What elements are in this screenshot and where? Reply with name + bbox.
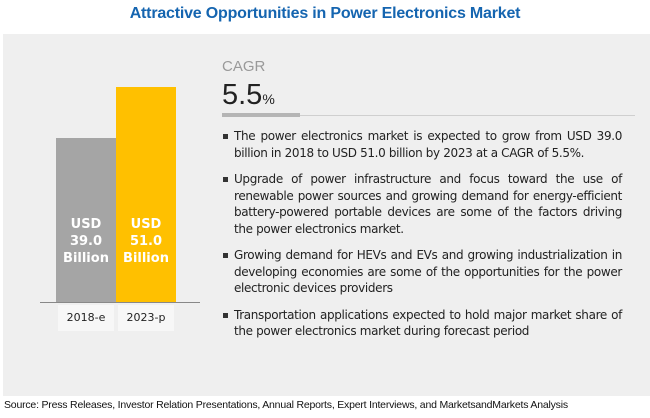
data-label-line: USD	[70, 216, 102, 232]
bullet-icon	[223, 312, 228, 318]
cagr-number: 5.5	[222, 79, 263, 111]
data-label-line: Billion	[63, 250, 109, 266]
bullet-icon	[223, 177, 228, 182]
bar-2023-p: USD 51.0 Billion	[116, 87, 176, 302]
list-item: Upgrade of power infrastructure and focu…	[222, 171, 622, 237]
x-tick-label: 2018-e	[58, 305, 114, 331]
list-item: Growing demand for HEVs and EVs and grow…	[222, 247, 622, 297]
bullet-icon	[223, 134, 228, 139]
source-note: Source: Press Releases, Investor Relatio…	[4, 399, 568, 411]
cagr-underline	[300, 115, 635, 116]
bullet-icon	[223, 253, 228, 258]
bar-2018-e: USD 39.0 Billion	[56, 137, 116, 302]
x-axis-line	[40, 302, 200, 303]
cagr-label: CAGR	[222, 58, 266, 75]
chart-title: Attractive Opportunities in Power Electr…	[129, 5, 521, 22]
data-label-line: Billion	[123, 251, 169, 266]
cagr-underline-accent	[222, 113, 300, 117]
cagr-unit: %	[262, 91, 275, 107]
list-item: The power electronics market is expected…	[222, 128, 622, 161]
list-item: Transportation applications expected to …	[222, 307, 622, 340]
data-label: USD 39.0 Billion	[56, 216, 116, 267]
data-label-line: 39.0	[69, 233, 103, 249]
data-label: USD 51.0 Billion	[116, 216, 176, 267]
data-label-line: 51.0	[129, 234, 163, 249]
data-label-line: USD	[130, 217, 162, 232]
x-tick-label: 2023-p	[118, 305, 174, 331]
cagr-value: 5.5%	[222, 79, 275, 112]
key-points-list: The power electronics market is expected…	[222, 128, 622, 350]
